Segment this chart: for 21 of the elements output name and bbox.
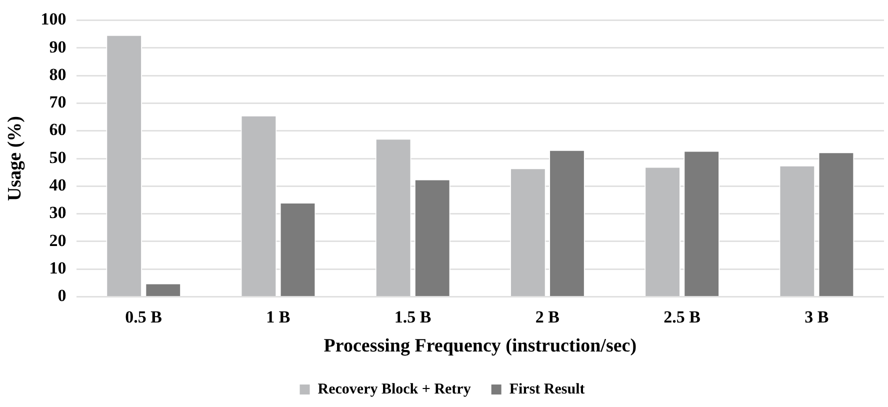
y-tick-label: 30 (49, 203, 66, 222)
x-axis-title: Processing Frequency (instruction/sec) (324, 336, 637, 357)
y-tick-label: 80 (49, 64, 66, 84)
y-tick-label: 90 (49, 37, 66, 56)
x-tick-label: 0.5 B (125, 307, 162, 326)
legend-label: First Result (509, 381, 585, 398)
x-tick-label: 1 B (266, 307, 290, 326)
y-tick-label: 0 (58, 286, 66, 306)
x-tick-label: 2 B (535, 307, 560, 326)
y-tick-label: 100 (40, 10, 66, 29)
x-tick-label: 3 B (804, 307, 829, 326)
y-axis-title: Usage (%) (4, 116, 26, 201)
y-tick-label: 70 (49, 92, 66, 112)
legend-label: Recovery Block + Retry (318, 381, 472, 398)
y-tick-label: 40 (49, 176, 66, 195)
x-tick-label: 1.5 B (394, 307, 432, 326)
y-tick-label: 10 (49, 258, 66, 278)
y-tick-label: 60 (49, 120, 66, 140)
y-tick-label: 50 (49, 148, 66, 167)
y-tick-label: 20 (49, 230, 66, 250)
x-tick-label: 2.5 B (664, 307, 700, 326)
